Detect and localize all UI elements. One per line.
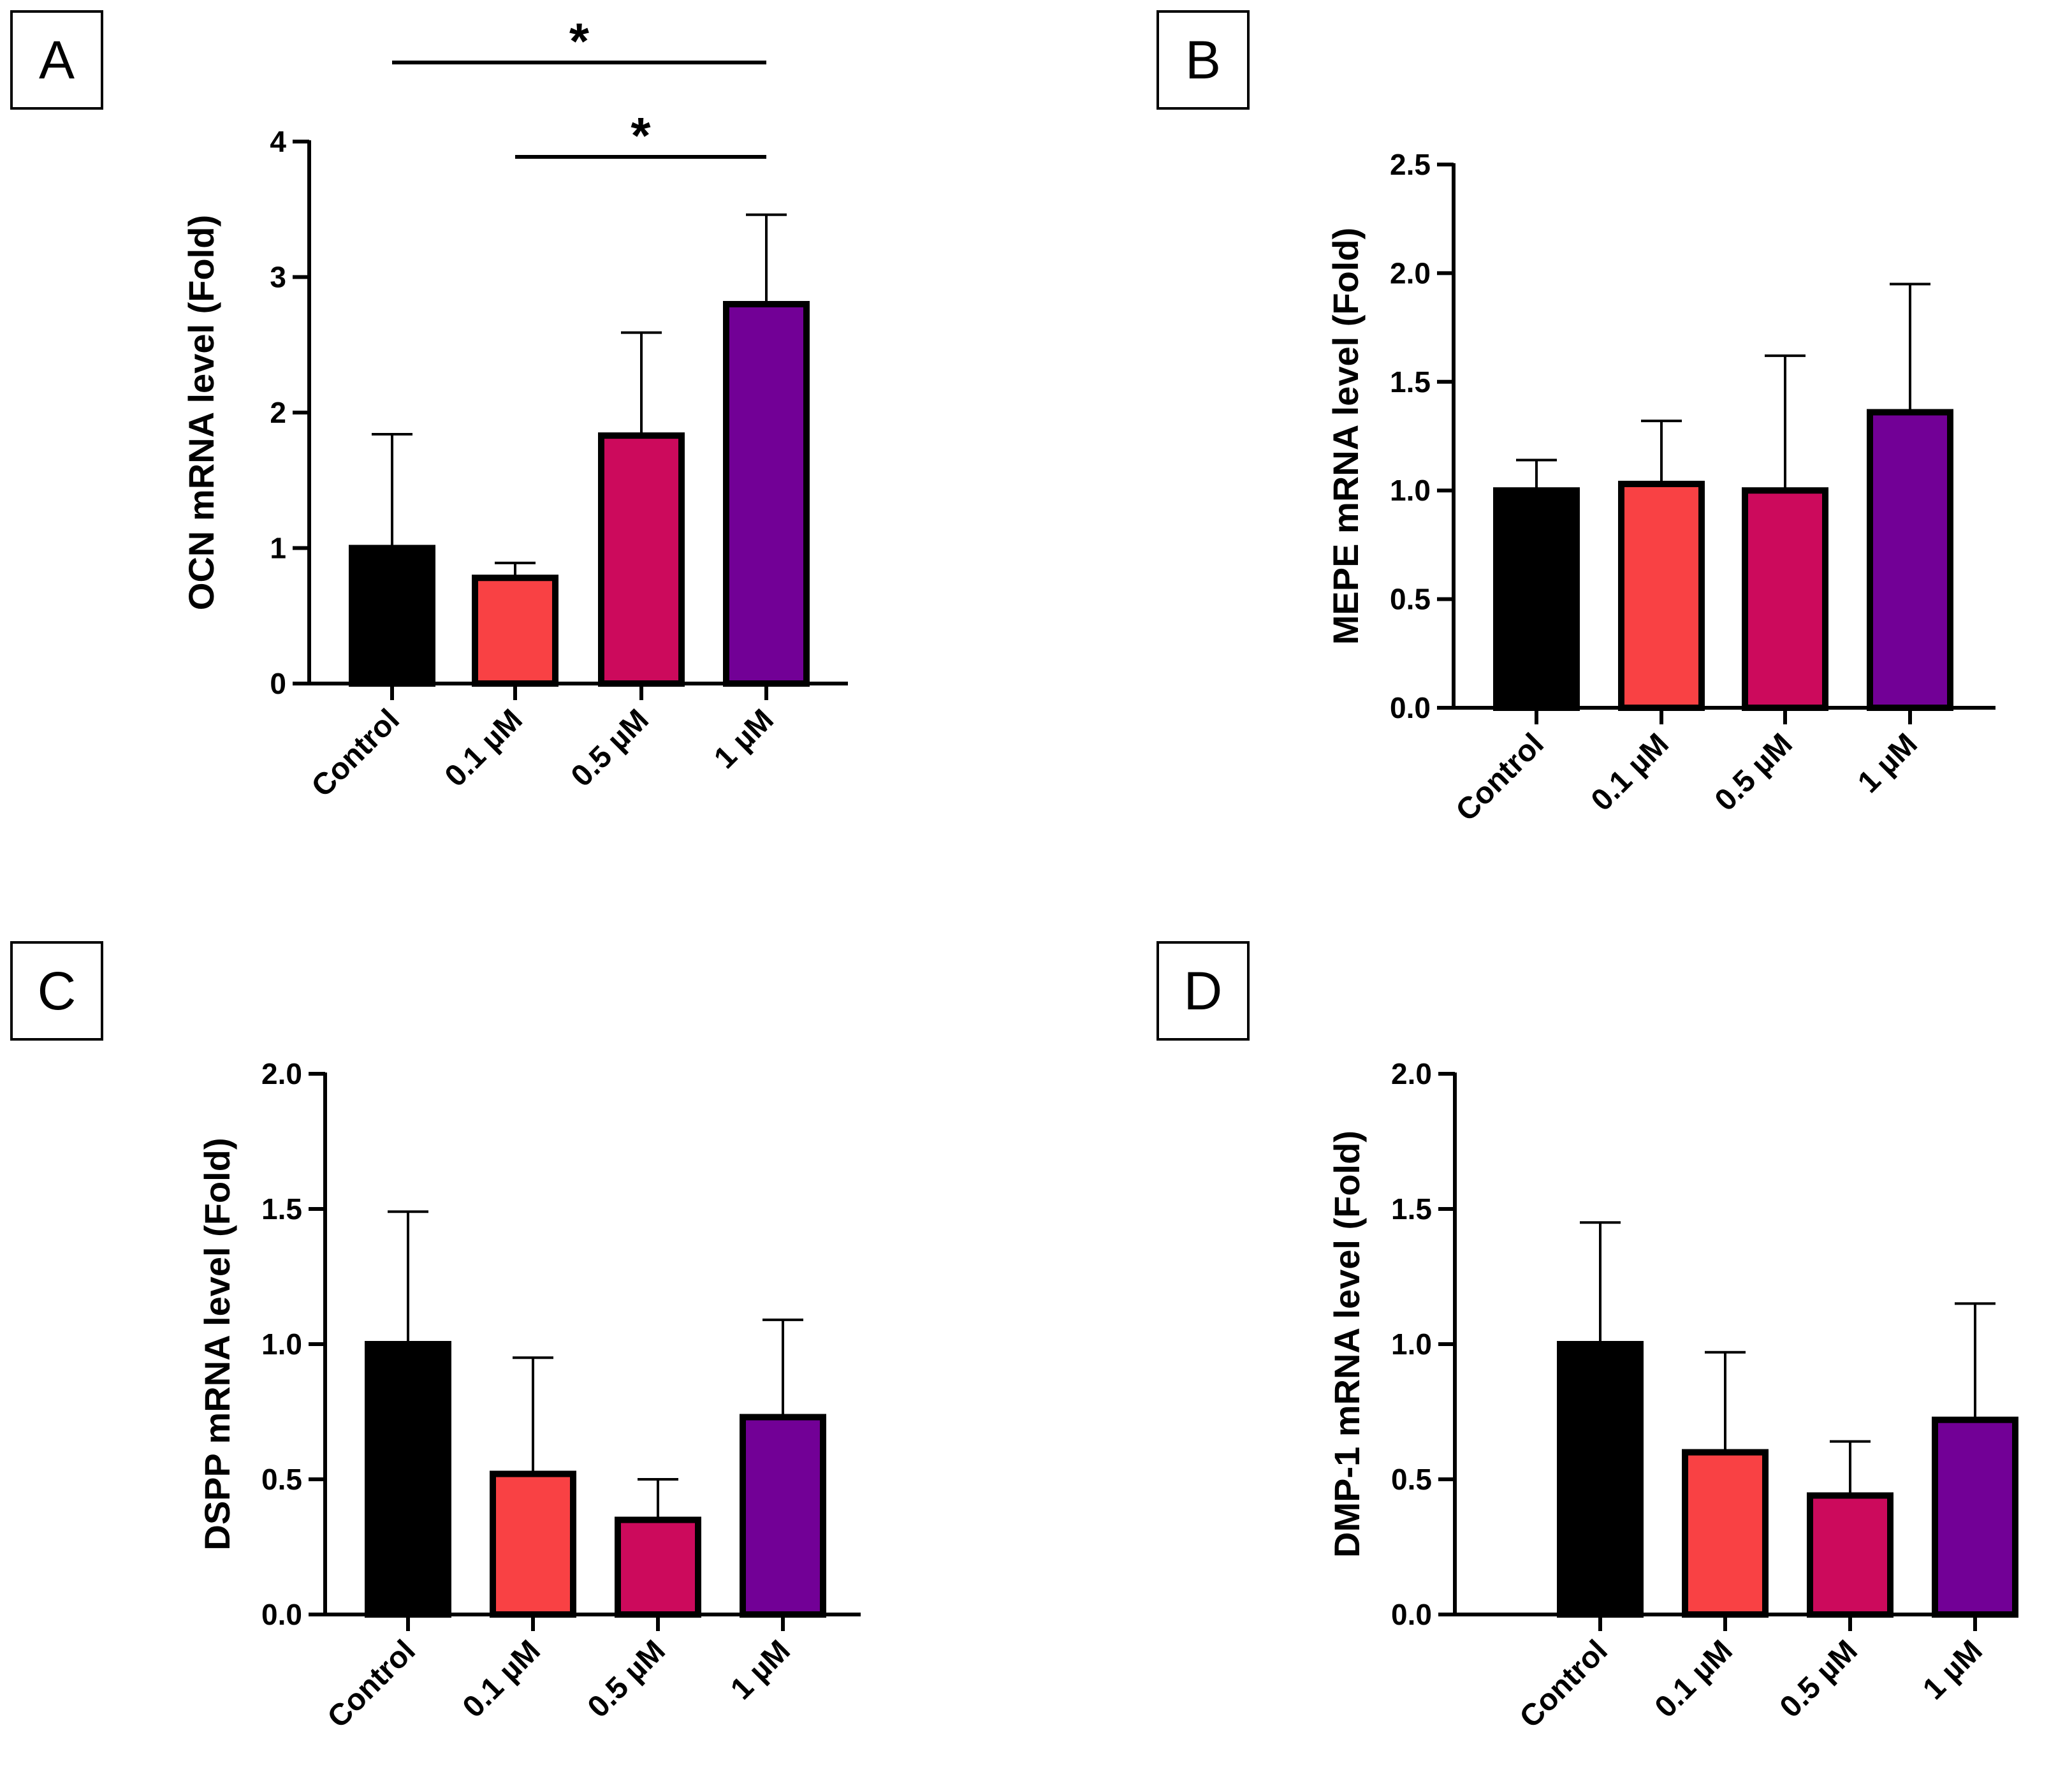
x-tick-label: Control — [305, 703, 406, 803]
y-axis-title: DSPP mRNA level (Fold) — [197, 1138, 237, 1550]
panel-label-box — [10, 941, 103, 1041]
bar-2 — [490, 1470, 576, 1618]
bar-4 — [740, 1414, 826, 1618]
y-tick-label: 0.5 — [1390, 583, 1431, 616]
x-tick-label: 1 µM — [708, 703, 780, 775]
y-axis-title: OCN mRNA level (Fold) — [181, 215, 221, 610]
y-tick-label: 3 — [270, 261, 286, 294]
panel-label-box — [10, 10, 103, 110]
bar-2 — [1682, 1449, 1769, 1618]
x-tick-label: 1 µM — [724, 1634, 797, 1706]
panel-c: C 0.0 0.5 1.0 1.5 2.0 Control 0.1 µM 0.5 µM 1 µM D… — [10, 941, 861, 1734]
y-tick-label: 0 — [270, 667, 286, 700]
y-tick-label: 0.5 — [261, 1463, 302, 1496]
y-tick-label: 1 — [270, 532, 286, 565]
bar-4 — [1867, 409, 1953, 712]
panel-label-box — [1156, 10, 1250, 110]
bar-4 — [1932, 1416, 2018, 1618]
panel-label: C — [38, 961, 77, 1021]
panel-label-box — [1156, 941, 1250, 1041]
x-tick-label: Control — [321, 1634, 422, 1734]
x-tick-label: 0.1 µM — [456, 1634, 547, 1724]
y-tick-label: 1.0 — [1390, 474, 1431, 507]
y-tick-label: 2.0 — [1390, 256, 1431, 289]
panel-d: D 0.0 0.5 1.0 1.5 2.0 Control 0.1 µM 0.5 µM 1 µM D… — [1156, 941, 2018, 1734]
x-tick-label: 1 µM — [1851, 727, 1924, 800]
y-axis-title: DMP-1 mRNA level (Fold) — [1327, 1131, 1367, 1558]
x-tick-label: 0.1 µM — [1649, 1634, 1739, 1724]
y-tick-label: 2.0 — [1391, 1057, 1432, 1090]
y-tick-label: 4 — [270, 125, 286, 158]
panel-b: B 0.0 0.5 1.0 1.5 2.0 2.5 Control 0.1 µM 0.5 µM 1 … — [1156, 10, 1995, 828]
y-tick-label: 1.0 — [1391, 1328, 1432, 1361]
bar-3 — [1742, 487, 1828, 711]
bar-1 — [1557, 1341, 1644, 1618]
y-tick-label: 1.5 — [1391, 1192, 1432, 1226]
x-tick-label: 0.1 µM — [1585, 727, 1675, 817]
x-tick-label: Control — [1514, 1634, 1614, 1734]
x-tick-label: 0.5 µM — [581, 1634, 672, 1724]
y-tick-label: 1.5 — [261, 1192, 302, 1226]
x-tick-label: 0.1 µM — [439, 703, 529, 793]
y-tick-label: 0.0 — [261, 1598, 302, 1631]
bar-2 — [472, 575, 558, 687]
x-tick-label: Control — [1450, 727, 1550, 828]
significance-star: * — [569, 13, 590, 70]
y-tick-label: 1.5 — [1390, 365, 1431, 399]
panel-label: D — [1184, 961, 1223, 1021]
bar-1 — [349, 545, 435, 687]
y-tick-label: 1.0 — [261, 1328, 302, 1361]
x-tick-label: 0.5 µM — [1709, 727, 1799, 817]
y-tick-label: 2.0 — [261, 1057, 302, 1090]
x-tick-label: 1 µM — [1916, 1634, 1989, 1706]
significance-star: * — [631, 107, 651, 164]
y-tick-label: 0.5 — [1391, 1463, 1432, 1496]
bar-3 — [598, 432, 685, 687]
x-tick-label: 0.5 µM — [1774, 1634, 1864, 1724]
bar-1 — [365, 1341, 451, 1618]
panel-a: A 0 1 2 3 4 Control 0.1 µM 0.5 µM 1 µM OCN mRNA le… — [10, 10, 848, 803]
x-tick-label: 0.5 µM — [565, 703, 655, 793]
panel-label: A — [39, 30, 75, 90]
y-tick-label: 2 — [270, 396, 286, 429]
y-axis-title: MEPE mRNA level (Fold) — [1325, 228, 1366, 645]
panel-label: B — [1185, 30, 1221, 90]
y-tick-label: 2.5 — [1390, 148, 1431, 181]
bar-1 — [1493, 487, 1580, 711]
bar-2 — [1618, 480, 1705, 711]
y-tick-label: 0.0 — [1390, 691, 1431, 724]
bar-3 — [615, 1516, 701, 1618]
bar-4 — [723, 301, 810, 687]
y-tick-label: 0.0 — [1391, 1598, 1432, 1631]
bar-3 — [1807, 1492, 1893, 1618]
